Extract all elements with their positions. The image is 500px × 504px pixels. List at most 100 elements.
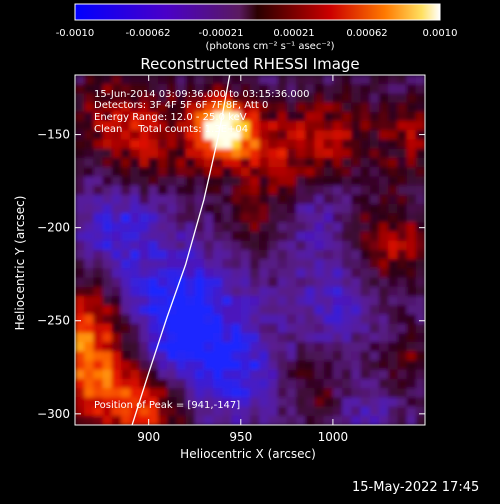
- colorbar-tick: -0.00062: [126, 28, 171, 39]
- heatmap-cell: [250, 240, 260, 251]
- heatmap-cell: [250, 194, 260, 205]
- heatmap-cell: [111, 277, 122, 288]
- heatmap-cell: [148, 194, 159, 205]
- heatmap-cell: [286, 342, 297, 352]
- heatmap-cell: [194, 296, 205, 306]
- colorbar-tick: 0.00062: [346, 28, 387, 39]
- heatmap-cell: [222, 277, 233, 288]
- heatmap-cell: [415, 342, 425, 352]
- heatmap-cell: [332, 93, 343, 104]
- heatmap-cell: [286, 332, 297, 343]
- heatmap-cell: [93, 84, 104, 95]
- heatmap-cell: [397, 176, 408, 187]
- heatmap-cell: [268, 250, 279, 260]
- heatmap-cell: [360, 75, 371, 85]
- heatmap-cell: [139, 277, 150, 288]
- heatmap-cell: [305, 203, 316, 214]
- heatmap-cell: [323, 305, 334, 316]
- heatmap-cell: [351, 342, 362, 352]
- heatmap-cell: [388, 296, 398, 306]
- x-tick-label: 950: [229, 430, 252, 444]
- heatmap-cell: [111, 121, 122, 131]
- heatmap-cell: [213, 369, 223, 380]
- heatmap-cell: [369, 305, 380, 316]
- heatmap-cell: [185, 351, 196, 362]
- heatmap-cell: [332, 369, 343, 380]
- heatmap-cell: [231, 185, 242, 196]
- heatmap-cell: [121, 332, 131, 343]
- heatmap-cell: [406, 286, 417, 297]
- heatmap-cell: [130, 415, 141, 425]
- heatmap-cell: [369, 369, 380, 380]
- heatmap-cell: [415, 157, 425, 168]
- heatmap-cell: [148, 75, 159, 85]
- heatmap-cell: [342, 332, 352, 343]
- heatmap-cell: [213, 415, 223, 425]
- heatmap-cell: [231, 314, 242, 325]
- heatmap-cell: [213, 203, 223, 214]
- heatmap-cell: [167, 342, 177, 352]
- heatmap-cell: [75, 148, 85, 159]
- heatmap-cell: [176, 250, 187, 260]
- heatmap-cell: [194, 148, 205, 159]
- heatmap-cell: [332, 148, 343, 159]
- heatmap-cell: [203, 157, 214, 168]
- heatmap-cell: [194, 268, 205, 279]
- heatmap-cell: [176, 157, 187, 168]
- heatmap-cell: [277, 314, 288, 325]
- heatmap-cell: [93, 194, 104, 205]
- heatmap-cell: [268, 222, 279, 233]
- heatmap-cell: [259, 378, 270, 389]
- heatmap-cell: [121, 259, 131, 270]
- heatmap-cell: [139, 167, 150, 177]
- heatmap-cell: [157, 415, 168, 425]
- heatmap-cell: [360, 415, 371, 425]
- heatmap-cell: [296, 360, 306, 371]
- heatmap-cell: [93, 250, 104, 260]
- heatmap-cell: [259, 231, 270, 242]
- heatmap-cell: [351, 286, 362, 297]
- heatmap-cell: [415, 332, 425, 343]
- heatmap-cell: [75, 250, 85, 260]
- heatmap-cell: [286, 121, 297, 131]
- heatmap-cell: [231, 286, 242, 297]
- heatmap-cell: [148, 369, 159, 380]
- heatmap-cell: [259, 277, 270, 288]
- heatmap-cell: [397, 323, 408, 334]
- heatmap-cell: [305, 286, 316, 297]
- heatmap-cell: [93, 305, 104, 316]
- heatmap-cell: [378, 406, 389, 417]
- heatmap-cell: [139, 111, 150, 122]
- heatmap-cell: [84, 397, 95, 408]
- heatmap-cell: [296, 332, 306, 343]
- heatmap-cell: [84, 360, 95, 371]
- heatmap-cell: [93, 360, 104, 371]
- heatmap-cell: [121, 388, 131, 398]
- heatmap-cell: [130, 323, 141, 334]
- heatmap-cell: [240, 148, 251, 159]
- heatmap-cell: [277, 84, 288, 95]
- heatmap-cell: [167, 286, 177, 297]
- heatmap-cell: [332, 167, 343, 177]
- heatmap: [75, 75, 425, 425]
- heatmap-cell: [194, 314, 205, 325]
- heatmap-cell: [332, 130, 343, 141]
- heatmap-cell: [139, 102, 150, 113]
- heatmap-cell: [277, 286, 288, 297]
- heatmap-cell: [406, 240, 417, 251]
- heatmap-cell: [296, 130, 306, 141]
- heatmap-cell: [121, 369, 131, 380]
- heatmap-cell: [314, 351, 325, 362]
- heatmap-cell: [378, 176, 389, 187]
- heatmap-cell: [250, 332, 260, 343]
- heatmap-cell: [332, 75, 343, 85]
- heatmap-cell: [194, 185, 205, 196]
- heatmap-cell: [342, 360, 352, 371]
- heatmap-cell: [148, 130, 159, 141]
- heatmap-cell: [231, 277, 242, 288]
- heatmap-cell: [148, 185, 159, 196]
- heatmap-cell: [286, 378, 297, 389]
- heatmap-cell: [130, 139, 141, 150]
- heatmap-cell: [277, 268, 288, 279]
- heatmap-cell: [286, 397, 297, 408]
